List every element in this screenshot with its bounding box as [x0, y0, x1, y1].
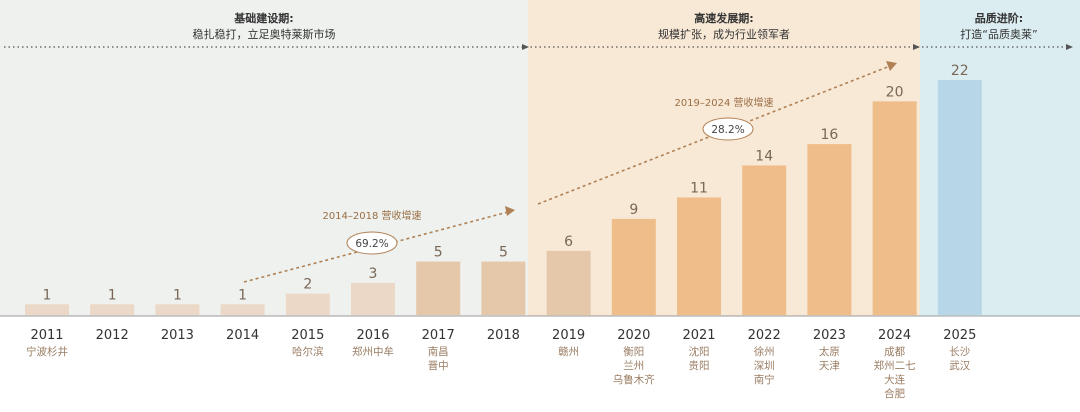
- year-label-2024: 2024: [878, 328, 911, 343]
- bar-value-2015: 2: [303, 277, 312, 293]
- year-label-2025: 2025: [943, 328, 976, 343]
- bar-value-2024: 20: [886, 84, 904, 100]
- bar-2015: [285, 293, 330, 315]
- bar-2020: [611, 218, 656, 315]
- bar-2013: [155, 304, 200, 315]
- bar-2025: [937, 80, 982, 315]
- bar-value-2022: 14: [755, 148, 773, 164]
- bar-value-2025: 22: [951, 63, 969, 79]
- city-label: 兰州: [623, 359, 644, 372]
- bar-value-2016: 3: [369, 266, 378, 282]
- city-label: 衡阳: [623, 346, 644, 358]
- year-label-2023: 2023: [813, 328, 846, 343]
- phase-subtitle-foundation: 稳扎稳打，立足奥特莱斯市场: [193, 27, 336, 41]
- timeline-arrowhead-1: [522, 44, 529, 50]
- bar-2014: [220, 304, 265, 315]
- growth-arrowhead-2: [886, 61, 897, 71]
- city-label: 大连: [884, 373, 905, 386]
- growth-label-1: 2014–2018 营收增速: [322, 209, 421, 222]
- growth-badge-1: [346, 231, 398, 255]
- bar-value-2021: 11: [690, 181, 708, 197]
- year-label-2015: 2015: [291, 328, 324, 343]
- phase-backgrounds: [0, 0, 1080, 316]
- phase-subtitle-growth: 规模扩张，成为行业领军者: [658, 27, 790, 41]
- bar-value-2023: 16: [820, 127, 838, 143]
- bar-value-2013: 1: [173, 287, 182, 303]
- phase-title-growth: 高速发展期:: [694, 11, 753, 25]
- city-label: 深圳: [754, 360, 775, 372]
- bar-2017: [416, 261, 461, 315]
- city-label: 南昌: [428, 345, 449, 358]
- timeline-arrowhead-3: [1066, 44, 1073, 50]
- city-label: 赣州: [558, 345, 579, 358]
- bar-value-2019: 6: [564, 234, 573, 250]
- bar-2024: [872, 101, 917, 315]
- phase-subtitle-quality: 打造“品质奥莱”: [960, 27, 1037, 41]
- phase-background-1: [528, 0, 920, 316]
- year-label-2020: 2020: [617, 328, 650, 343]
- city-label: 贵阳: [689, 359, 710, 372]
- city-label: 徐州: [754, 345, 775, 358]
- axis-labels: 2011 宁波杉井 2012 2013 2014 2015 哈尔滨 2016 郑州中牟 2017 南…: [26, 328, 976, 400]
- city-label: 南宁: [754, 373, 775, 386]
- year-label-2021: 2021: [682, 328, 715, 343]
- bar-value-2012: 1: [108, 287, 117, 303]
- city-label: 晋中: [428, 359, 449, 372]
- city-label: 长沙: [949, 346, 970, 358]
- growth-value-2: 28.2%: [711, 124, 744, 136]
- bar-2021: [677, 197, 721, 315]
- growth-label-2: 2019–2024 营收增速: [674, 96, 773, 109]
- year-label-2011: 2011: [30, 328, 63, 343]
- bar-2011: [25, 304, 69, 315]
- city-label: 哈尔滨: [292, 345, 324, 358]
- year-label-2016: 2016: [356, 328, 389, 343]
- city-label: 成都: [884, 346, 905, 358]
- city-label: 乌鲁木齐: [613, 373, 655, 386]
- timeline-arrowhead-2: [913, 44, 920, 50]
- bar-2012: [90, 304, 135, 315]
- bar-value-2014: 1: [238, 287, 247, 303]
- city-label: 合肥: [884, 387, 905, 400]
- bar-2016: [351, 282, 395, 315]
- year-label-2018: 2018: [487, 328, 520, 343]
- bar-value-2017: 5: [434, 245, 443, 261]
- year-label-2013: 2013: [161, 328, 194, 343]
- bar-2023: [807, 144, 852, 315]
- growth-badge-2: [702, 117, 754, 141]
- year-label-2022: 2022: [748, 328, 781, 343]
- year-label-2014: 2014: [226, 328, 259, 343]
- city-label: 郑州中牟: [352, 345, 394, 358]
- city-label: 沈阳: [689, 345, 710, 358]
- city-label: 郑州二七: [874, 359, 916, 372]
- city-label: 太原: [819, 345, 840, 358]
- bar-2019: [546, 250, 591, 315]
- growth-value-1: 69.2%: [355, 238, 388, 250]
- bar-2018: [481, 261, 526, 315]
- city-label: 武汉: [949, 359, 970, 372]
- phase-title-foundation: 基础建设期:: [233, 11, 293, 25]
- growth-arrows: 2014–2018 营收增速 69.2% 2019–2024 营收增速 28.2…: [243, 61, 897, 283]
- year-label-2017: 2017: [422, 328, 455, 343]
- year-label-2012: 2012: [96, 328, 129, 343]
- bar-value-2011: 1: [43, 287, 52, 303]
- growth-arrowhead-1: [505, 206, 515, 216]
- phase-title-quality: 品质进阶:: [975, 11, 1023, 25]
- bar-2022: [742, 165, 787, 315]
- city-label: 宁波杉井: [26, 345, 68, 358]
- city-label: 天津: [819, 360, 840, 372]
- bar-value-2020: 9: [629, 202, 638, 218]
- year-label-2019: 2019: [552, 328, 585, 343]
- bar-value-2018: 5: [499, 245, 508, 261]
